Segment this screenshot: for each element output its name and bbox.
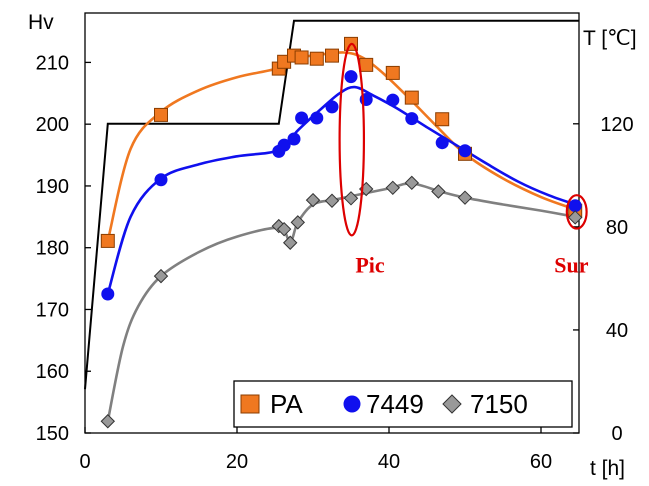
x-tick-label: 40 [378,451,400,473]
x-tick-label: 20 [226,451,248,473]
data-point-circle [386,93,400,107]
legend-item-7449: 7449 [343,389,424,419]
data-point-diamond [567,210,583,225]
data-point-circle [405,112,419,126]
legend: PA 7449 7150 [233,380,573,428]
legend-marker-circle [343,395,361,413]
annotations: Pic Sur [338,42,589,277]
data-point-diamond [385,180,401,196]
y-tick-label: 160 [36,361,69,383]
data-point-circle [277,138,291,152]
data-point-diamond [324,193,340,208]
data-point-diamond [305,192,321,208]
legend-marker-square [240,394,260,414]
data-point-diamond [457,190,473,205]
data-point-circle [344,70,358,84]
series-line-0 [106,51,576,242]
data-point-diamond [290,215,306,230]
data-point-square [309,51,324,66]
data-point-diamond [276,221,292,237]
x-tick-label: 0 [79,451,90,473]
data-point-square [359,57,374,72]
data-point-square [154,107,168,122]
data-point-square [385,65,400,80]
legend-label-pa: PA [270,389,303,419]
data-point-circle [325,100,339,114]
y-tick-label: 190 [36,176,69,198]
y-tick-label: 200 [36,114,69,136]
data-point-circle [435,136,449,150]
data-point-square [325,48,339,63]
annotation-label: Pic [355,252,385,277]
y2-tick-label: 40 [606,320,628,342]
data-point-circle [287,132,301,146]
data-point-diamond [282,235,298,250]
data-point-square [294,50,309,65]
data-point-circle [101,287,115,301]
y2-tick-label: 80 [606,217,628,239]
y-tick-label: 150 [36,423,69,445]
data-point-circle [458,144,472,158]
axis-ticks: 0 20 40 60 150 160 170 180 190 200 210 0 40 80 120 [36,52,634,473]
legend-label-7150: 7150 [470,389,528,419]
temperature-line [84,19,579,390]
y2-tick-label: 120 [600,114,633,136]
data-point-square [435,112,450,127]
legend-item-pa: PA [240,389,303,419]
data-point-diamond [100,414,116,429]
data-point-diamond [153,268,169,284]
plot-frame [84,12,580,434]
data-point-circle [310,111,324,125]
series-curves [106,51,576,422]
x-axis-title: t [h] [590,457,625,480]
legend-box [233,380,573,428]
y-axis-title: Hv [28,11,54,34]
data-point-diamond [431,184,446,199]
y-tick-label: 180 [36,238,69,260]
data-point-circle [568,199,582,213]
data-point-circle [154,173,168,187]
annotation-label: Sur [554,252,588,277]
data-point-square [100,233,115,248]
data-point-circle [295,111,309,125]
highlight-ellipse [565,194,588,230]
y-tick-label: 210 [36,52,69,74]
highlight-ellipse [338,42,366,237]
data-point-diamond [343,191,359,206]
series-line-1 [106,85,576,295]
y2-tick-label: 0 [611,423,622,445]
data-point-square [404,90,419,105]
y2-axis-title: T [℃] [583,27,637,50]
temperature-profile [84,19,579,390]
legend-label-7449: 7449 [366,389,424,419]
legend-marker-diamond [442,394,462,414]
x-tick-label: 60 [530,451,552,473]
legend-item-7150: 7150 [442,389,528,419]
y-tick-label: 170 [36,299,69,321]
data-point-diamond [404,175,420,191]
